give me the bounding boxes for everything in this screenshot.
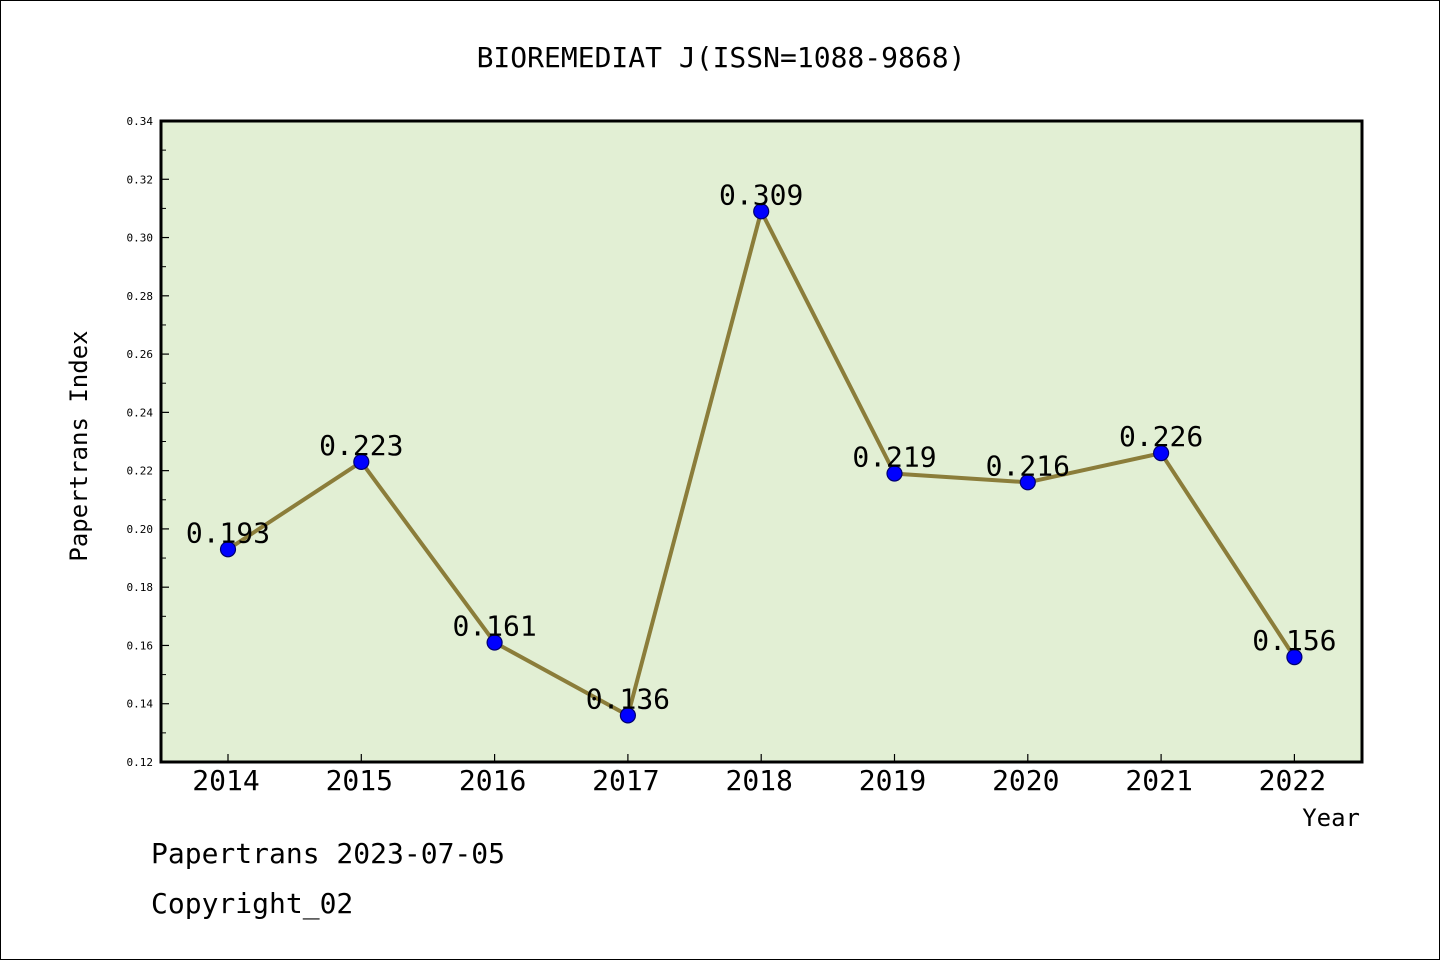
data-point: [353, 453, 370, 470]
y-tick-label: 0.32: [127, 173, 154, 186]
x-tick-label: 2014: [192, 764, 259, 797]
data-label: 0.223: [319, 429, 403, 462]
y-tick-label: 0.12: [127, 756, 154, 769]
data-point: [619, 707, 637, 724]
y-tick-label: 0.30: [127, 232, 154, 245]
chart-title: BIOREMEDIAT J(ISSN=1088-9868): [477, 41, 966, 74]
y-tick-label: 0.26: [127, 348, 154, 361]
data-points: [219, 203, 1303, 724]
y-tick-label: 0.16: [127, 639, 154, 652]
data-label: 0.216: [986, 449, 1070, 482]
x-tick-label: 2016: [459, 764, 526, 797]
y-tick-label: 0.34: [127, 115, 154, 128]
footer-date: Papertrans 2023-07-05: [151, 837, 506, 870]
data-label: 0.226: [1119, 420, 1203, 453]
data-point: [753, 203, 770, 220]
data-label: 0.219: [852, 441, 936, 474]
x-tick-label: 2021: [1125, 764, 1192, 797]
data-point: [1286, 649, 1303, 666]
y-tick-label: 0.20: [127, 523, 154, 536]
x-tick-label: 2017: [592, 764, 659, 797]
x-axis-ticks: 2014 2015 2016 2017 2018 2019 2020 2021 2022: [192, 754, 1326, 797]
data-label: 0.136: [586, 682, 670, 715]
data-labels: 0.193 0.223 0.161 0.136 0.309 0.219 0.216 0.226…: [186, 178, 1337, 715]
y-tick-label: 0.28: [127, 290, 154, 303]
data-label: 0.309: [719, 178, 803, 211]
y-tick-label: 0.22: [127, 465, 154, 478]
data-label: 0.161: [452, 610, 536, 643]
x-tick-label: 2015: [326, 764, 393, 797]
y-tick-label: 0.14: [127, 698, 154, 711]
data-point: [486, 634, 503, 651]
data-label: 0.193: [186, 516, 270, 549]
data-point: [1019, 474, 1036, 491]
x-tick-label: 2020: [992, 764, 1059, 797]
footer-copyright: Copyright_02: [151, 887, 354, 920]
x-tick-label: 2018: [725, 764, 792, 797]
data-label: 0.156: [1252, 624, 1336, 657]
data-point: [1152, 445, 1170, 462]
y-axis-label: Papertrans Index: [65, 330, 93, 561]
y-tick-label: 0.18: [127, 581, 154, 594]
data-point: [219, 541, 237, 558]
x-tick-label: 2022: [1259, 764, 1326, 797]
y-axis-ticks: 0.12 0.14 0.16 0.18 0.20 0.22 0.24 0.26 0.28 0.30…: [127, 115, 169, 769]
plot-area: [159, 119, 1364, 764]
y-tick-label: 0.24: [127, 406, 154, 419]
x-axis-label: Year: [1302, 804, 1360, 832]
data-point: [886, 465, 903, 482]
x-tick-label: 2019: [859, 764, 926, 797]
